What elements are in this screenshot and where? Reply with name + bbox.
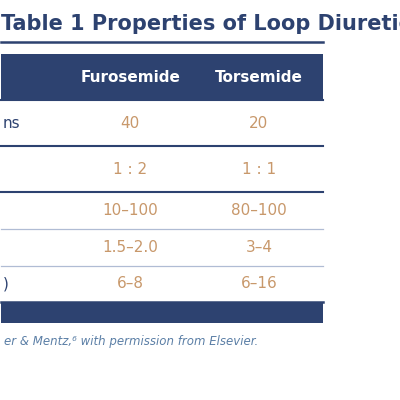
Text: ns: ns [3,116,20,130]
Text: 1 : 1: 1 : 1 [242,162,276,176]
Text: 1 : 2: 1 : 2 [113,162,147,176]
Text: ): ) [3,276,9,292]
Text: 6–16: 6–16 [240,276,277,292]
Bar [1,54,323,100]
Text: 20: 20 [249,116,268,130]
Text: 6–8: 6–8 [117,276,144,292]
Text: Furosemide: Furosemide [80,70,180,84]
Text: Torsemide: Torsemide [215,70,303,84]
Text: 40: 40 [120,116,140,130]
Text: Table 1 Properties of Loop Diuretics: Table 1 Properties of Loop Diuretics [1,14,400,34]
Text: 80–100: 80–100 [231,203,287,218]
Bar [1,302,323,323]
Text: er & Mentz,⁶ with permission from Elsevier.: er & Mentz,⁶ with permission from Elsevi… [4,335,258,348]
Text: 10–100: 10–100 [102,203,158,218]
Text: 3–4: 3–4 [246,240,272,255]
Text: 1.5–2.0: 1.5–2.0 [102,240,158,255]
